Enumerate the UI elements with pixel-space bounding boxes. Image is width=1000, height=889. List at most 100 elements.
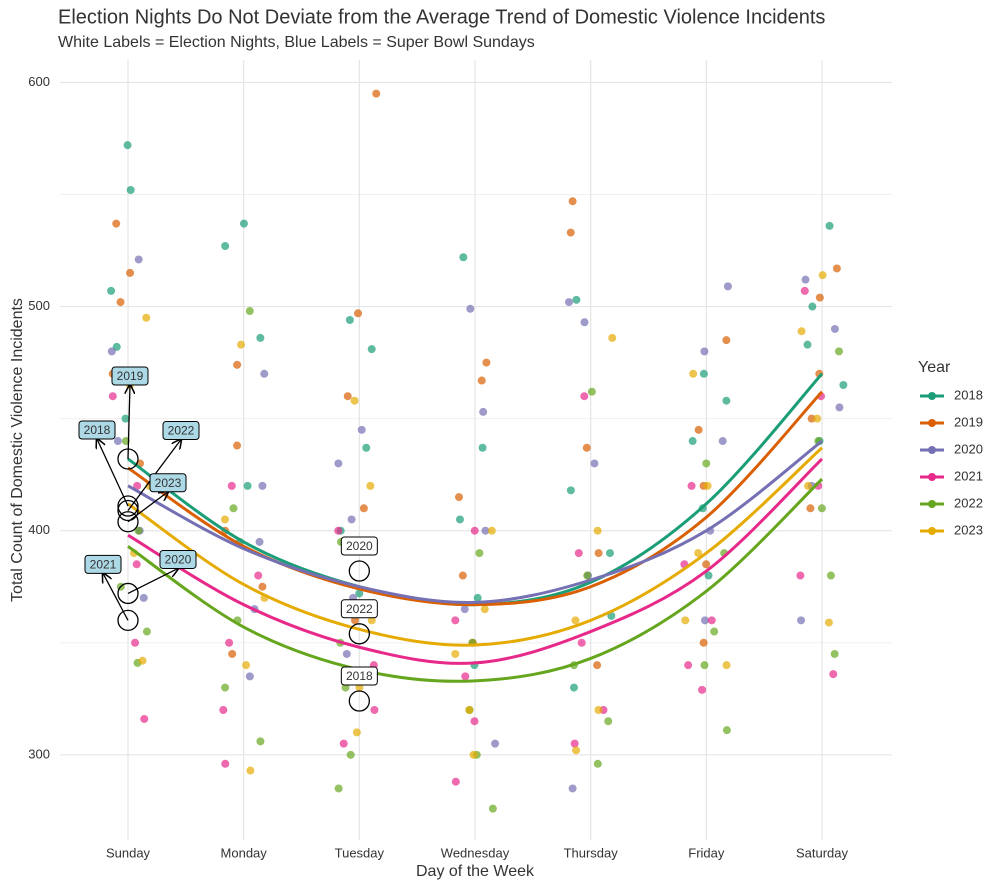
chart-subtitle: White Labels = Election Nights, Blue Lab… — [58, 34, 535, 51]
data-point — [351, 616, 360, 625]
trend-line — [127, 478, 824, 683]
data-point — [710, 627, 719, 636]
data-point — [475, 549, 484, 558]
y-tick-label: 500 — [28, 298, 50, 313]
legend-label: 2022 — [954, 495, 983, 510]
data-point — [470, 717, 479, 726]
data-point — [341, 683, 350, 692]
data-point — [594, 549, 603, 558]
data-point — [350, 396, 359, 405]
data-point — [566, 228, 575, 237]
highlight-circle — [348, 560, 370, 582]
x-tick-label: Friday — [688, 845, 725, 860]
data-point — [826, 571, 835, 580]
data-point — [723, 282, 732, 291]
data-point — [260, 369, 269, 378]
data-point — [138, 656, 147, 665]
data-point — [466, 304, 475, 313]
legend-label: 2023 — [954, 522, 983, 537]
y-axis-title: Total Count of Domestic Violence Inciden… — [9, 298, 26, 602]
data-point — [808, 302, 817, 311]
data-point — [593, 759, 602, 768]
data-point — [142, 313, 151, 322]
highlight-circle — [117, 495, 139, 517]
annotation-label: 2023 — [155, 476, 182, 490]
x-axis-title: Day of the Week — [416, 863, 535, 880]
data-point — [355, 683, 364, 692]
data-point — [107, 286, 116, 295]
data-point — [566, 486, 575, 495]
trend-line — [127, 439, 823, 605]
annotation-label: 2018 — [84, 423, 111, 437]
data-point — [352, 728, 361, 737]
data-point — [797, 327, 806, 336]
chart-title: Election Nights Do Not Deviate from the … — [58, 6, 825, 28]
data-point — [839, 381, 848, 389]
data-point — [605, 549, 614, 558]
data-point — [131, 638, 140, 647]
data-point — [334, 784, 343, 793]
data-point — [700, 616, 709, 625]
legend-label: 2018 — [954, 387, 983, 402]
data-point — [237, 340, 246, 349]
data-point — [722, 396, 731, 405]
data-point — [239, 219, 248, 228]
data-point — [825, 221, 834, 230]
data-point — [451, 777, 460, 786]
data-point — [478, 443, 487, 452]
data-point — [688, 437, 697, 446]
data-point — [477, 376, 486, 385]
data-point — [220, 515, 229, 524]
annotation-arrow — [97, 439, 129, 507]
data-point — [367, 345, 376, 354]
annotation-label: 2018 — [346, 669, 373, 683]
annotation-box — [149, 473, 187, 493]
data-point — [479, 407, 488, 416]
x-tick-label: Monday — [221, 845, 268, 860]
data-point — [227, 481, 236, 490]
annotation-box — [84, 554, 122, 574]
data-point — [593, 526, 602, 535]
data-point — [134, 526, 143, 535]
data-point — [229, 504, 238, 513]
legend-label: 2020 — [954, 441, 983, 456]
data-point — [608, 333, 617, 342]
data-point — [817, 504, 826, 513]
legend-label: 2021 — [954, 468, 983, 483]
data-point — [577, 638, 586, 647]
data-point — [689, 369, 698, 378]
data-point — [359, 504, 368, 513]
data-point — [334, 459, 343, 468]
data-point — [491, 739, 500, 748]
legend-swatch-dot — [928, 473, 936, 481]
data-point — [569, 683, 578, 692]
annotation-box — [159, 549, 197, 569]
data-point — [818, 271, 827, 280]
x-tick-label: Wednesday — [441, 845, 510, 860]
data-point — [116, 298, 125, 307]
data-point — [568, 784, 577, 793]
data-point — [800, 286, 809, 295]
data-point — [243, 481, 252, 490]
data-point — [132, 560, 141, 569]
data-point — [687, 481, 696, 490]
x-tick-label: Tuesday — [335, 845, 385, 860]
data-point — [722, 336, 731, 345]
data-point — [707, 616, 716, 625]
trend-line — [127, 390, 824, 607]
data-point — [487, 526, 496, 535]
data-point — [345, 316, 354, 324]
data-point — [488, 804, 497, 813]
data-point — [572, 746, 581, 755]
data-point — [219, 706, 228, 714]
data-point — [699, 369, 708, 378]
data-point — [704, 571, 713, 580]
data-point — [807, 414, 816, 423]
data-point — [824, 618, 833, 627]
data-point — [461, 672, 470, 681]
data-point — [583, 571, 592, 580]
annotation-box — [162, 421, 200, 441]
data-point — [564, 298, 573, 307]
data-point — [829, 670, 838, 679]
